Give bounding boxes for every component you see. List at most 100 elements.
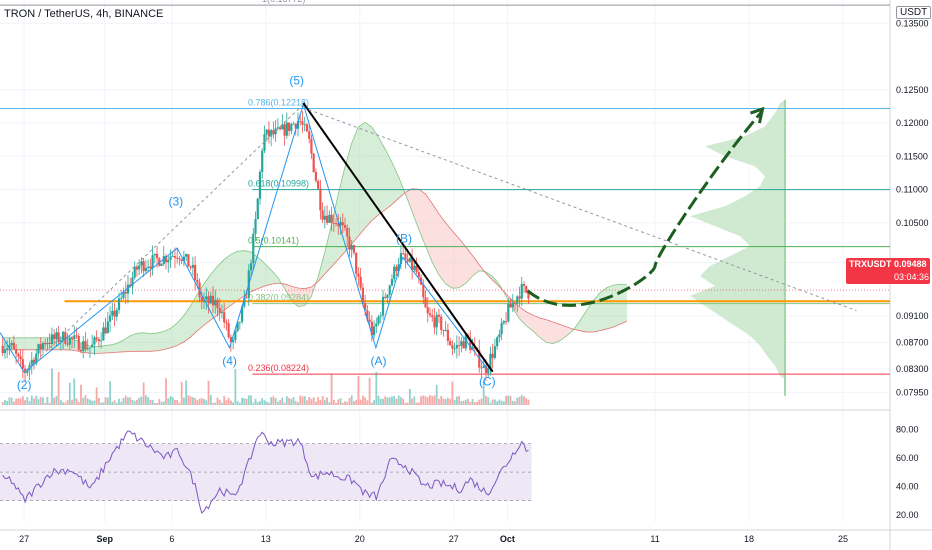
candle-body: [346, 227, 349, 237]
candle-body: [397, 264, 400, 272]
volume-bar: [471, 399, 474, 405]
candle-body: [227, 323, 230, 338]
candle-body: [408, 257, 411, 262]
volume-bar: [406, 402, 409, 405]
candle-body: [220, 312, 224, 313]
volume-bar: [196, 400, 199, 405]
candle-body: [292, 123, 295, 125]
volume-bar: [140, 396, 143, 405]
candle-body: [276, 127, 279, 129]
candle-body: [516, 296, 519, 304]
volume-bar: [48, 402, 51, 405]
volume-bar: [357, 376, 360, 405]
candle-body: [120, 297, 123, 299]
candle-body: [21, 359, 24, 369]
candle-body: [265, 129, 268, 135]
candle-body: [140, 261, 143, 266]
volume-bar: [12, 401, 15, 405]
volume-bar: [174, 399, 176, 405]
candle-body: [129, 284, 132, 287]
cloud-segment: [351, 126, 359, 245]
cloud-segment: [385, 149, 392, 210]
cloud-segment: [150, 333, 158, 352]
candle-body: [287, 122, 291, 131]
volume-bar: [158, 399, 161, 405]
candle-body: [79, 350, 83, 352]
candle-body: [254, 219, 257, 234]
volume-bar: [178, 402, 181, 405]
candle-body: [216, 299, 219, 308]
volume-bar: [44, 402, 47, 405]
price-axis-tick: 0.12500: [896, 85, 929, 95]
candle-body: [301, 121, 304, 125]
candle-body: [375, 323, 378, 327]
candle-body: [480, 367, 483, 369]
cloud-segment: [546, 319, 554, 344]
cloud-segment: [526, 311, 533, 331]
volume-bar: [89, 399, 91, 405]
volume-bar: [366, 400, 369, 405]
projection-arrow-head: [749, 106, 765, 124]
rsi-axis-tick: 60.00: [896, 453, 919, 463]
currency-button[interactable]: USDT: [896, 6, 932, 19]
candle-body: [453, 348, 456, 350]
candle-body: [88, 347, 92, 349]
candle-body: [303, 124, 306, 126]
time-axis-tick: 13: [261, 534, 271, 544]
volume-bar: [252, 402, 255, 405]
volume-bar: [122, 397, 125, 405]
volume-bar: [292, 397, 295, 405]
volume-bar: [377, 395, 380, 405]
candle-body: [332, 222, 335, 224]
candle-body: [191, 264, 194, 268]
volume-bar: [66, 400, 69, 405]
volume-bar: [272, 396, 275, 405]
volume-bar: [476, 401, 478, 405]
volume-bar: [525, 398, 528, 405]
candle-body: [238, 321, 241, 323]
volume-bar: [200, 398, 203, 405]
volume-bar: [417, 402, 420, 405]
time-axis-tick: 20: [355, 534, 365, 544]
volume-bar: [498, 399, 501, 405]
cloud-segment: [42, 337, 50, 350]
candle-body: [252, 233, 255, 264]
cloud-segment: [412, 188, 419, 230]
volume-bar: [485, 395, 487, 405]
candle-body: [323, 215, 326, 220]
volume-bar: [203, 398, 205, 405]
candle-body: [245, 297, 248, 299]
volume-bar: [290, 398, 293, 405]
candle-body: [12, 342, 15, 349]
volume-bar: [473, 402, 476, 405]
price-axis-tick: 0.13500: [896, 18, 929, 28]
volume-bar: [221, 402, 223, 405]
rsi-line: [2, 430, 529, 514]
cloud-segment: [579, 310, 587, 333]
candle-body: [321, 210, 324, 220]
cloud-segment: [593, 292, 601, 333]
candle-body: [41, 343, 45, 349]
volume-bar: [520, 395, 523, 405]
cloud-segment: [371, 127, 379, 221]
fib-level-label: 0.786(0.12218): [248, 98, 309, 108]
candle-body: [59, 340, 62, 342]
volume-bar: [30, 395, 33, 405]
volume-bar: [400, 397, 402, 405]
volume-bar: [500, 400, 503, 405]
candle-body: [135, 266, 139, 270]
volume-bar: [21, 396, 24, 405]
volume-bar: [207, 380, 210, 405]
fib-levels: 1(0.13772) 0.786(0.12218) 0.618(0.10998) 0.…: [0, 0, 890, 375]
candle-body: [164, 256, 168, 263]
volume-bar: [236, 401, 239, 405]
volume-bar: [319, 400, 322, 405]
volume-bar: [35, 395, 38, 405]
cloud-segment: [553, 321, 560, 344]
volume-bar: [507, 395, 510, 405]
candle-body: [108, 315, 112, 322]
volume-bar: [225, 400, 228, 405]
cloud-segment: [237, 250, 245, 301]
candle-body: [240, 306, 244, 322]
